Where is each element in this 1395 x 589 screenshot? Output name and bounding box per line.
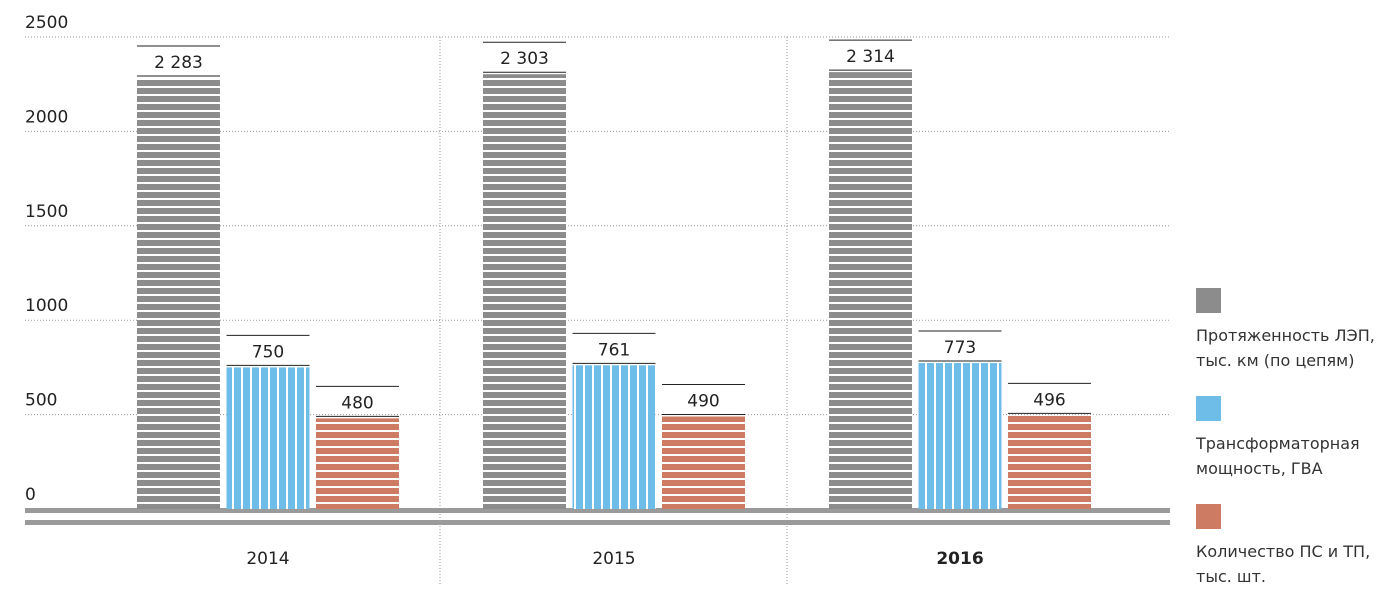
x-tick-label: 2014 xyxy=(246,549,289,569)
value-label: 2 283 xyxy=(154,53,203,73)
value-label: 773 xyxy=(944,338,976,358)
y-tick-label: 1500 xyxy=(25,202,68,222)
bar xyxy=(1008,415,1091,509)
bar xyxy=(137,77,220,509)
legend-label: Количество ПС и ТП, тыс. шт. xyxy=(1196,542,1371,586)
legend-label: Трансформаторная мощность, ГВА xyxy=(1196,434,1360,478)
legend-item: Протяженность ЛЭП, тыс. км (по цепям) xyxy=(1196,288,1395,373)
bar xyxy=(226,367,310,509)
y-tick-label: 2500 xyxy=(25,13,68,33)
value-label: 2 314 xyxy=(846,47,895,67)
value-label: 496 xyxy=(1033,390,1065,410)
value-label: 750 xyxy=(252,342,284,362)
x-tick-label: 2016 xyxy=(936,549,983,569)
value-label: 2 303 xyxy=(500,49,549,69)
x-tick-label: 2015 xyxy=(592,549,635,569)
value-label: 761 xyxy=(598,340,630,360)
legend-swatch xyxy=(1196,396,1221,421)
legend-item: Количество ПС и ТП, тыс. шт. xyxy=(1196,504,1395,589)
bar xyxy=(316,418,399,509)
value-label: 490 xyxy=(687,391,719,411)
legend-item: Трансформаторная мощность, ГВА xyxy=(1196,396,1395,481)
legend-swatch xyxy=(1196,288,1221,313)
baseline xyxy=(25,520,1170,525)
bar xyxy=(829,72,912,510)
bar xyxy=(483,74,566,509)
bar xyxy=(662,416,745,509)
y-tick-label: 1000 xyxy=(25,296,68,316)
bar xyxy=(572,365,656,509)
baseline xyxy=(25,508,1170,513)
legend-swatch xyxy=(1196,504,1221,529)
y-tick-label: 500 xyxy=(25,391,57,411)
legend-label: Протяженность ЛЭП, тыс. км (по цепям) xyxy=(1196,326,1375,370)
y-tick-label: 2000 xyxy=(25,107,68,127)
bar xyxy=(918,363,1002,509)
value-label: 480 xyxy=(341,393,373,413)
y-tick-label: 0 xyxy=(25,485,36,505)
chart: 0 500 1000 1500 2000 2500 2014 2 283 750 480 2015 2… xyxy=(25,13,1170,585)
